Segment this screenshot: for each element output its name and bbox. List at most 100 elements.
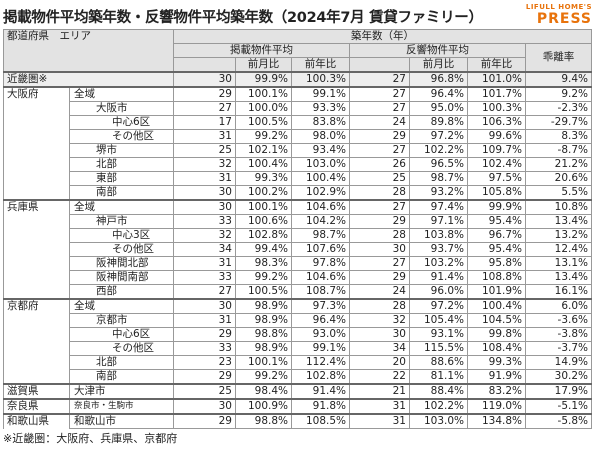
table-row: 神戸市 33 100.6% 104.2% 29 97.1% 95.4% 13.4%: [3, 214, 592, 229]
value-cell: 104.6%: [291, 270, 350, 285]
header-cell: [349, 57, 410, 73]
value-cell: -5.8%: [525, 413, 592, 429]
header-cell: 前年比: [291, 57, 350, 73]
table-body: 近畿圏※ 30 99.9% 100.3% 27 96.8% 101.0% 9.4% 大阪府全域 2…: [3, 71, 592, 429]
value-cell: 134.8%: [467, 413, 526, 429]
pref-cell: [3, 157, 70, 172]
value-cell: 31: [173, 171, 236, 186]
value-cell: 27: [349, 101, 410, 116]
value-cell: 17: [173, 115, 236, 130]
table-row: 西部 27 100.5% 108.7% 24 96.0% 101.9% 16.1%: [3, 284, 592, 300]
value-cell: 17.9%: [525, 383, 592, 400]
value-cell: 105.8%: [467, 185, 526, 201]
value-cell: 21.2%: [525, 157, 592, 172]
area-cell: 東部: [69, 171, 174, 186]
value-cell: 31: [349, 413, 410, 429]
value-cell: 98.4%: [235, 383, 292, 400]
table-row: 東部 31 99.3% 100.4% 25 98.7% 97.5% 20.6%: [3, 171, 592, 186]
value-cell: 32: [173, 157, 236, 172]
pref-cell: 兵庫県: [3, 199, 70, 215]
value-cell: 25: [173, 383, 236, 400]
value-cell: 33: [173, 270, 236, 285]
area-cell: 北部: [69, 157, 174, 172]
value-cell: 31: [173, 129, 236, 144]
value-cell: 102.2%: [409, 143, 468, 158]
value-cell: 102.8%: [291, 369, 350, 385]
area-cell: 大津市: [69, 383, 174, 400]
value-cell: 30.2%: [525, 369, 592, 385]
value-cell: -29.7%: [525, 115, 592, 130]
table-row: 南部 29 99.2% 102.8% 22 81.1% 91.9% 30.2%: [3, 369, 592, 385]
value-cell: 34: [349, 341, 410, 356]
value-cell: 22: [349, 369, 410, 385]
value-cell: 97.5%: [467, 171, 526, 186]
value-cell: 32: [173, 228, 236, 243]
value-cell: 27: [349, 143, 410, 158]
table-row: 京都市 31 98.9% 96.4% 32 105.4% 104.5% -3.6%: [3, 313, 592, 328]
value-cell: 97.2%: [409, 298, 468, 314]
value-cell: 100.4%: [291, 171, 350, 186]
value-cell: 95.0%: [409, 101, 468, 116]
table-row: 北部 23 100.1% 112.4% 20 88.6% 99.3% 14.9%: [3, 355, 592, 370]
table-row: その他区 34 99.4% 107.6% 30 93.7% 95.4% 12.4%: [3, 242, 592, 257]
table-row: 北部 32 100.4% 103.0% 26 96.5% 102.4% 21.2%: [3, 157, 592, 172]
value-cell: 99.2%: [235, 129, 292, 144]
table-row: 南部 30 100.2% 102.9% 28 93.2% 105.8% 5.5%: [3, 185, 592, 201]
value-cell: 100.5%: [235, 284, 292, 300]
value-cell: 97.3%: [291, 298, 350, 314]
value-cell: 99.9%: [235, 71, 292, 88]
value-cell: 83.8%: [291, 115, 350, 130]
area-cell: 大阪市: [69, 101, 174, 116]
value-cell: 13.4%: [525, 270, 592, 285]
value-cell: 33: [173, 214, 236, 229]
table-row: 阪神間北部 31 98.3% 97.8% 27 103.2% 95.8% 13.1%: [3, 256, 592, 271]
header-cell: 前年比: [467, 57, 526, 73]
value-cell: 103.0%: [409, 413, 468, 429]
logo-text: PRESS: [536, 11, 592, 27]
pref-cell: [3, 369, 70, 384]
pref-cell: [3, 270, 70, 285]
area-cell: 阪神間南部: [69, 270, 174, 285]
header-cell: 都道府県 エリア: [3, 29, 174, 73]
value-cell: 31: [173, 256, 236, 271]
table-row: 大阪市 27 100.0% 93.3% 27 95.0% 100.3% -2.3%: [3, 101, 592, 116]
pref-cell: [3, 214, 70, 229]
table-row: 中心6区 29 98.8% 93.0% 30 93.1% 99.8% -3.8%: [3, 327, 592, 342]
table-row: 和歌山県 和歌山市 29 98.8% 108.5% 31 103.0% 134.8% -5.8%: [3, 413, 592, 429]
value-cell: 100.4%: [467, 298, 526, 314]
value-cell: 93.7%: [409, 242, 468, 257]
table-row: 近畿圏※ 30 99.9% 100.3% 27 96.8% 101.0% 9.4%: [3, 71, 592, 88]
value-cell: -5.1%: [525, 398, 592, 415]
value-cell: 13.2%: [525, 228, 592, 243]
area-cell: 全域: [69, 298, 174, 314]
table-row: 滋賀県 大津市 25 98.4% 91.4% 21 88.4% 83.2% 17.9%: [3, 383, 592, 400]
title: 掲載物件平均築年数・反響物件平均築年数（2024年7月 賃貸ファミリー）: [3, 10, 483, 26]
value-cell: 27: [349, 199, 410, 215]
value-cell: 99.3%: [235, 171, 292, 186]
value-cell: 27: [173, 101, 236, 116]
area-cell: その他区: [69, 341, 174, 356]
value-cell: 8.3%: [525, 129, 592, 144]
value-cell: 31: [173, 313, 236, 328]
value-cell: 96.5%: [409, 157, 468, 172]
area-cell: 神戸市: [69, 214, 174, 229]
area-cell: 和歌山市: [69, 413, 174, 429]
pref-cell: 大阪府: [3, 86, 70, 102]
value-cell: -3.8%: [525, 327, 592, 342]
value-cell: 13.4%: [525, 214, 592, 229]
value-cell: 98.9%: [235, 313, 292, 328]
value-cell: -2.3%: [525, 101, 592, 116]
value-cell: 9.2%: [525, 86, 592, 102]
value-cell: 108.4%: [467, 341, 526, 356]
value-cell: 29: [173, 413, 236, 429]
value-cell: 13.1%: [525, 256, 592, 271]
value-cell: 115.5%: [409, 341, 468, 356]
value-cell: 100.2%: [235, 185, 292, 201]
pref-cell: [3, 171, 70, 186]
value-cell: 88.4%: [409, 383, 468, 400]
value-cell: 100.0%: [235, 101, 292, 116]
value-cell: 97.4%: [409, 199, 468, 215]
value-cell: 20: [349, 355, 410, 370]
value-cell: 27: [349, 71, 410, 88]
